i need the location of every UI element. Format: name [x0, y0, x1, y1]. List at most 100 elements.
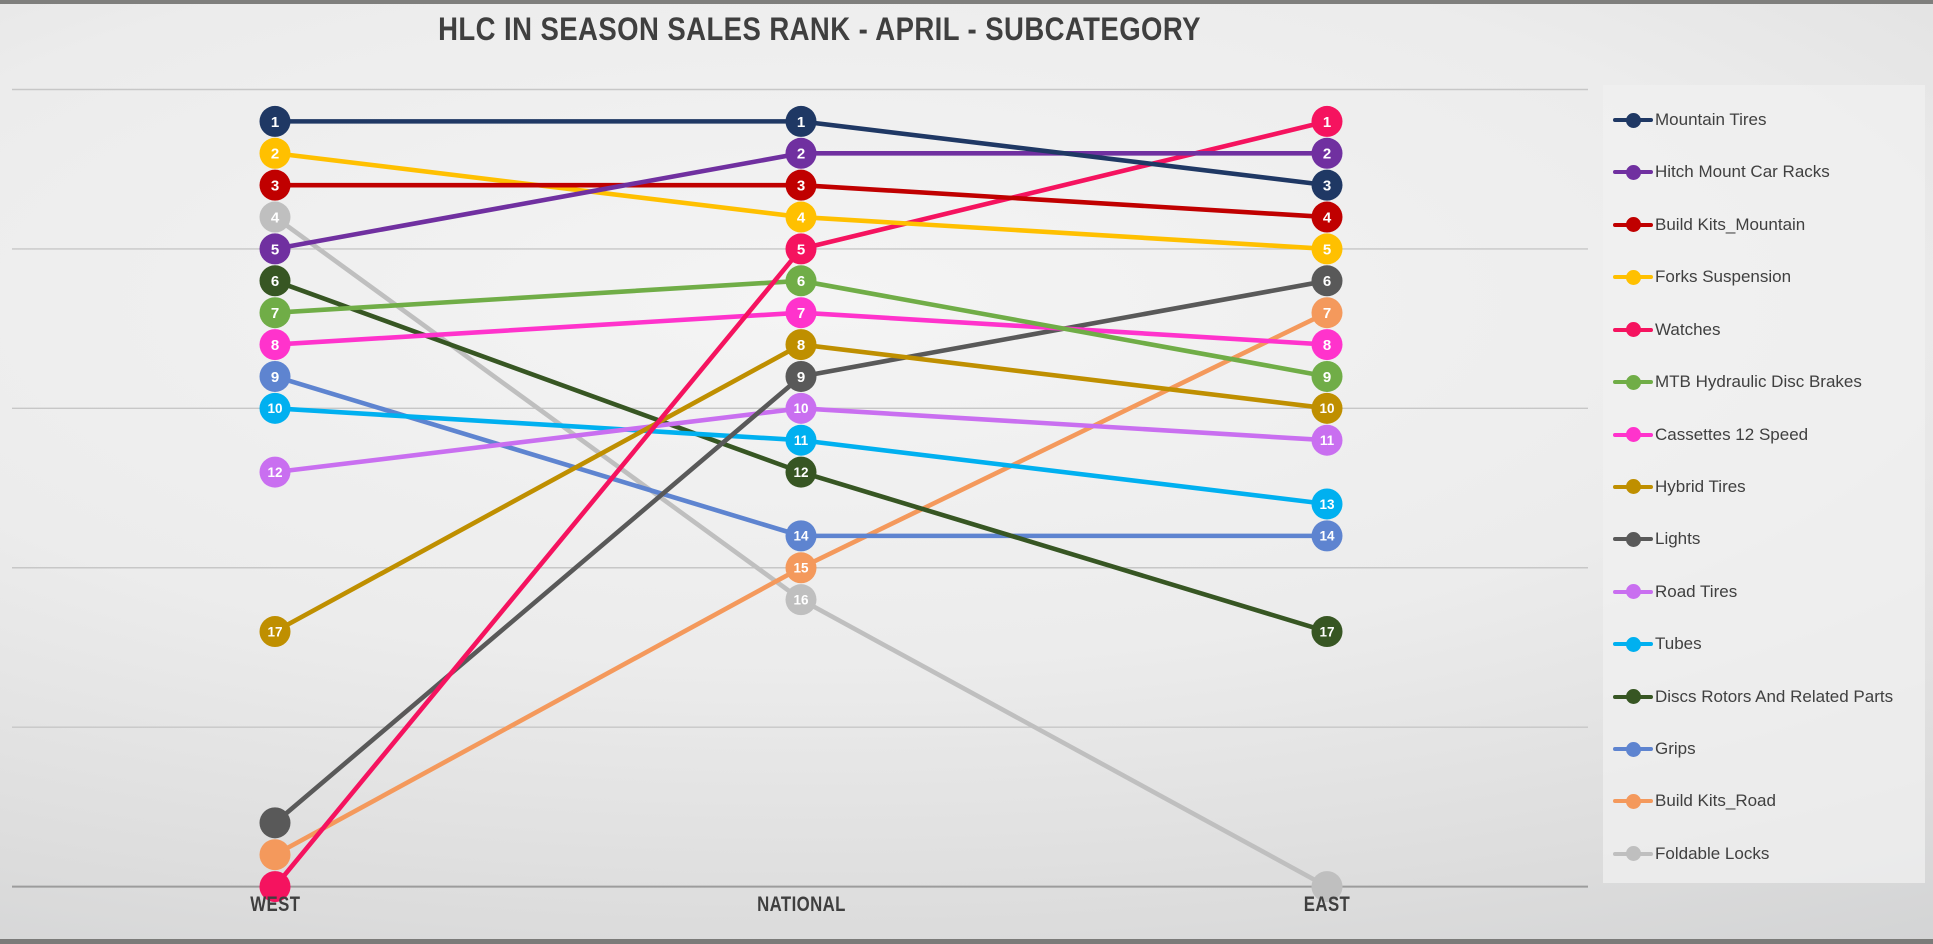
point-rank-label: 11 — [794, 433, 809, 448]
point-rank-label: 3 — [797, 178, 805, 195]
point-build-kits-road-west[interactable] — [259, 839, 291, 871]
point-hitch-mount-car-racks-east[interactable] — [1311, 137, 1343, 169]
legend-item-build-kits-mountain[interactable]: Build Kits_Mountain — [1613, 214, 1921, 236]
point-mtb-hydraulic-disc-brakes-national[interactable] — [785, 265, 817, 297]
point-watches-national[interactable] — [785, 233, 817, 265]
point-rank-label: 2 — [271, 146, 279, 163]
legend-marker-dot-icon — [1625, 636, 1641, 652]
point-build-kits-mountain-national[interactable] — [785, 169, 817, 201]
point-mountain-tires-national[interactable] — [785, 105, 817, 137]
point-watches-west[interactable] — [259, 871, 291, 903]
point-discs-rotors-and-related-parts-west[interactable] — [259, 265, 291, 297]
point-watches-east[interactable] — [1311, 105, 1343, 137]
point-lights-national[interactable] — [785, 360, 817, 392]
point-cassettes-12-speed-west[interactable] — [259, 329, 291, 361]
point-rank-label: 14 — [1319, 529, 1335, 544]
point-rank-label: 8 — [797, 337, 805, 354]
legend-item-build-kits-road[interactable]: Build Kits_Road — [1613, 790, 1921, 812]
legend-marker-icon — [1613, 112, 1653, 128]
point-rank-label: 3 — [271, 178, 279, 195]
point-grips-national[interactable] — [785, 520, 817, 552]
point-mountain-tires-west[interactable] — [259, 105, 291, 137]
point-cassettes-12-speed-east[interactable] — [1311, 329, 1343, 361]
point-hitch-mount-car-racks-national[interactable] — [785, 137, 817, 169]
legend-label: Hitch Mount Car Racks — [1655, 162, 1830, 182]
slide-top-border — [0, 0, 1933, 4]
point-rank-label: 9 — [797, 369, 805, 386]
legend-label: Mountain Tires — [1655, 110, 1767, 129]
point-forks-suspension-east[interactable] — [1311, 233, 1343, 265]
legend-item-road-tires[interactable]: Road Tires — [1613, 581, 1921, 603]
legend-label: Hybrid Tires — [1655, 476, 1746, 496]
point-build-kits-mountain-west[interactable] — [259, 169, 291, 201]
series-road-tires: 12 10 11 — [259, 392, 1343, 488]
point-hybrid-tires-national[interactable] — [785, 329, 817, 361]
slide-bottom-border — [0, 939, 1933, 944]
point-build-kits-road-east[interactable] — [1311, 297, 1343, 329]
point-hybrid-tires-west[interactable] — [259, 616, 291, 648]
legend-item-foldable-locks[interactable]: Foldable Locks — [1613, 843, 1921, 865]
legend-label: Build Kits_Road — [1655, 791, 1776, 811]
point-tubes-east[interactable] — [1311, 488, 1343, 520]
legend-item-forks-suspension[interactable]: Forks Suspension — [1613, 266, 1921, 288]
legend-item-grips[interactable]: Grips — [1613, 738, 1921, 760]
point-mtb-hydraulic-disc-brakes-east[interactable] — [1311, 360, 1343, 392]
point-lights-west[interactable] — [259, 807, 291, 839]
point-rank-label: 10 — [793, 401, 808, 416]
point-mtb-hydraulic-disc-brakes-west[interactable] — [259, 297, 291, 329]
legend-item-watches[interactable]: Watches — [1613, 319, 1921, 341]
point-lights-east[interactable] — [1311, 265, 1343, 297]
point-forks-suspension-west[interactable] — [259, 137, 291, 169]
legend-marker-dot-icon — [1625, 479, 1641, 495]
legend-marker-dot-icon — [1625, 322, 1641, 338]
legend-marker-dot-icon — [1625, 584, 1641, 600]
x-axis-label-east: EAST — [1303, 893, 1351, 916]
legend-marker-icon — [1613, 584, 1653, 600]
chart-title-text: HLC IN SEASON SALES RANK - APRIL - SUBCA… — [438, 11, 1202, 47]
legend-marker-icon — [1613, 427, 1653, 443]
point-road-tires-east[interactable] — [1311, 424, 1343, 456]
legend-item-lights[interactable]: Lights — [1613, 528, 1921, 550]
point-rank-label: 4 — [797, 209, 806, 226]
point-rank-label: 6 — [797, 273, 805, 290]
point-hybrid-tires-east[interactable] — [1311, 392, 1343, 424]
point-cassettes-12-speed-national[interactable] — [785, 297, 817, 329]
point-road-tires-west[interactable] — [259, 456, 291, 488]
point-tubes-national[interactable] — [785, 424, 817, 456]
point-build-kits-road-national[interactable] — [785, 552, 817, 584]
point-rank-label: 11 — [1320, 433, 1335, 448]
point-mountain-tires-east[interactable] — [1311, 169, 1343, 201]
point-grips-east[interactable] — [1311, 520, 1343, 552]
legend-marker-dot-icon — [1625, 112, 1641, 128]
series-build-kits-road: 15 7 — [259, 297, 1343, 871]
point-foldable-locks-west[interactable] — [259, 201, 291, 233]
legend-label: Discs Rotors And Related Parts — [1655, 686, 1894, 706]
legend-item-discs-rotors-and-related-parts[interactable]: Discs Rotors And Related Parts — [1613, 686, 1921, 708]
point-rank-label: 17 — [1319, 624, 1334, 639]
point-foldable-locks-east[interactable] — [1311, 871, 1343, 903]
point-hitch-mount-car-racks-west[interactable] — [259, 233, 291, 265]
legend: Mountain Tires Hitch Mount Car Racks Build… — [1603, 85, 1925, 883]
point-road-tires-national[interactable] — [785, 392, 817, 424]
legend-marker-icon — [1613, 741, 1653, 757]
point-foldable-locks-national[interactable] — [785, 584, 817, 616]
legend-item-cassettes-12-speed[interactable]: Cassettes 12 Speed — [1613, 424, 1921, 446]
point-grips-west[interactable] — [259, 360, 291, 392]
legend-item-mtb-hydraulic-disc-brakes[interactable]: MTB Hydraulic Disc Brakes — [1613, 371, 1921, 393]
point-rank-label: 4 — [271, 209, 280, 226]
point-build-kits-mountain-east[interactable] — [1311, 201, 1343, 233]
point-rank-label: 6 — [271, 273, 279, 290]
point-rank-label: 6 — [1323, 273, 1331, 290]
point-tubes-west[interactable] — [259, 392, 291, 424]
point-rank-label: 7 — [271, 305, 279, 322]
point-discs-rotors-and-related-parts-national[interactable] — [785, 456, 817, 488]
legend-item-tubes[interactable]: Tubes — [1613, 633, 1921, 655]
point-rank-label: 13 — [1319, 497, 1335, 512]
point-forks-suspension-national[interactable] — [785, 201, 817, 233]
legend-item-hybrid-tires[interactable]: Hybrid Tires — [1613, 476, 1921, 498]
legend-item-mountain-tires[interactable]: Mountain Tires — [1613, 109, 1921, 131]
point-discs-rotors-and-related-parts-east[interactable] — [1311, 616, 1343, 648]
legend-item-hitch-mount-car-racks[interactable]: Hitch Mount Car Racks — [1613, 161, 1921, 183]
legend-marker-icon — [1613, 322, 1653, 338]
